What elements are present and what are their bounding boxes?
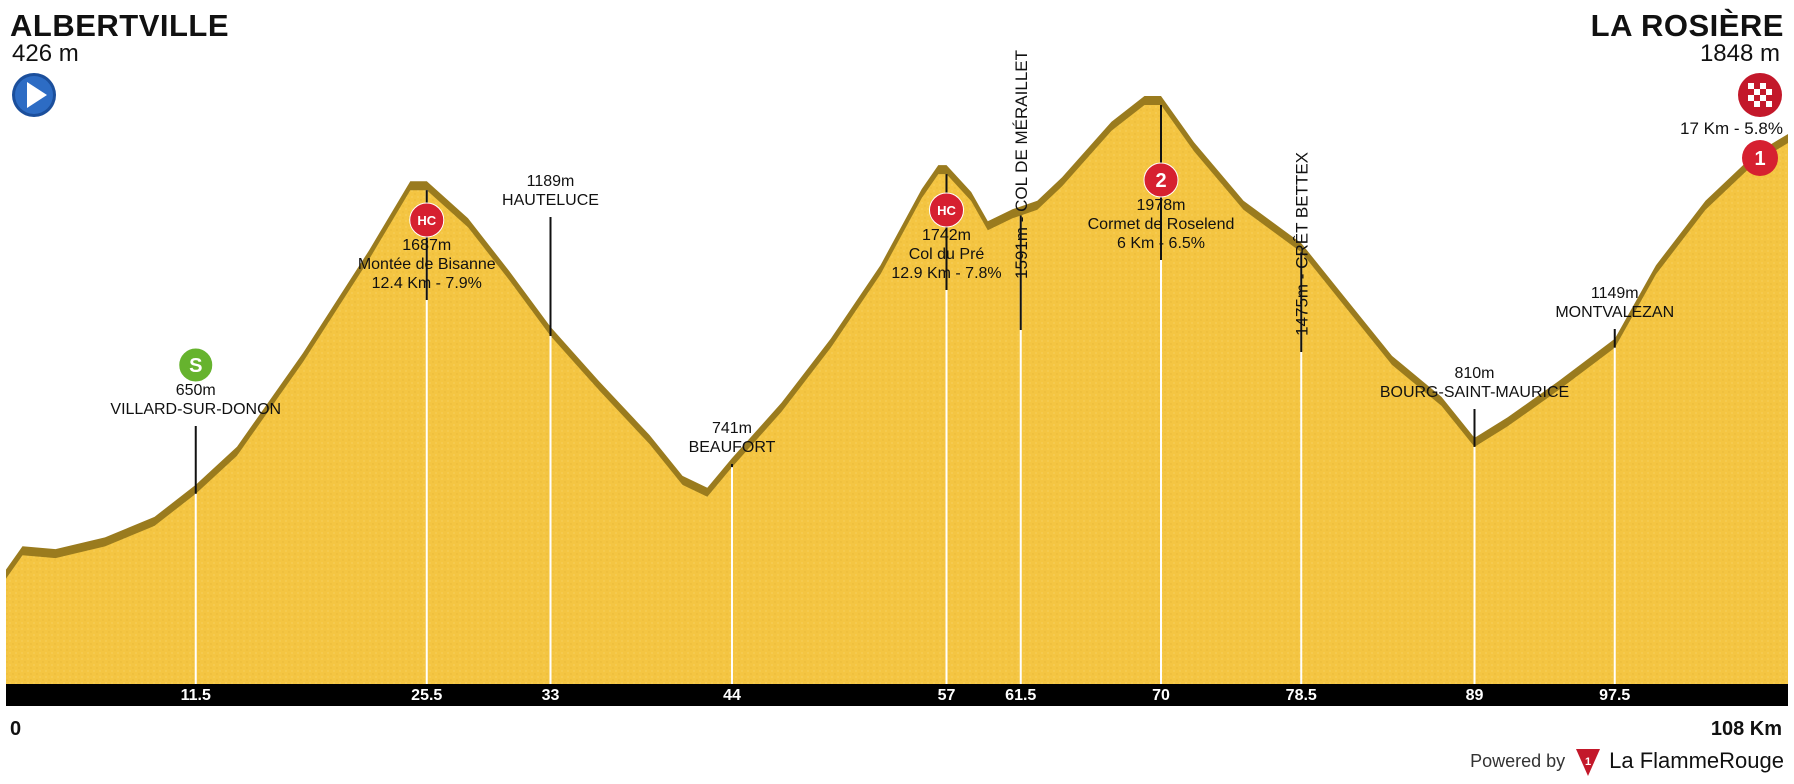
marker-altitude: 1149m (1591, 285, 1639, 302)
marker-label: 6 Km - 6.5% (1117, 235, 1205, 252)
marker-label: Montée de Bisanne (358, 256, 496, 273)
badge-label: S (189, 355, 202, 377)
marker-label: VILLARD-SUR-DONON (110, 401, 281, 418)
marker-altitude: 650m (176, 382, 216, 399)
flamme-rouge-logo-icon: 1 (1576, 749, 1600, 776)
distance-tick-label: 89 (1466, 687, 1484, 704)
finish-climb-label: 17 Km - 5.8% (1680, 119, 1783, 138)
start-town: ALBERTVILLE (10, 8, 230, 43)
marker-label: 12.9 Km - 7.8% (891, 265, 1001, 282)
distance-tick-label: 33 (542, 687, 560, 704)
start-altitude: 426 m (12, 40, 79, 67)
start-arrow-icon (12, 73, 56, 117)
marker-altitude: 1742m (922, 227, 971, 244)
powered-by-footer: Powered by La FlammeRouge (1470, 748, 1784, 774)
marker-altitude: 810m (1454, 365, 1494, 382)
distance-tick-label: 44 (723, 687, 741, 704)
marker-label: Cormet de Roselend (1088, 216, 1235, 233)
marker-altitude: 1189m (527, 173, 575, 190)
climb-badge-icon (409, 202, 445, 238)
marker-altitude: 1978m (1137, 197, 1186, 214)
climb-badge-icon (1143, 162, 1179, 198)
marker-label: MONTVALEZAN (1555, 304, 1674, 321)
distance-tick-label: 78.5 (1286, 687, 1317, 704)
powered-by-text: Powered by (1470, 750, 1566, 771)
marker-label: Col du Pré (909, 246, 985, 263)
distance-tick-label: 61.5 (1005, 687, 1036, 704)
badge-label: HC (937, 203, 956, 218)
climb-badge-icon (929, 192, 964, 228)
distance-tick-label: 70 (1152, 687, 1170, 704)
distance-start-label: 0 (10, 718, 22, 740)
marker-label: BOURG-SAINT-MAURICE (1380, 384, 1569, 401)
marker-altitude: 1687m (402, 237, 451, 254)
distance-tick-label: 25.5 (411, 687, 442, 704)
marker-vertical-label: 1591m - COL DE MÉRAILLET (1012, 50, 1031, 279)
distance-axis-bar (6, 684, 1788, 706)
distance-tick-labels: 11.5 25.5 33 44 57 61.5 70 78.5 89 97.5 (181, 687, 1631, 704)
finish-flag-icon (1738, 73, 1782, 117)
finish-climb-badge: 1 (1742, 140, 1778, 176)
marker-label: 12.4 Km - 7.9% (372, 275, 482, 292)
brand-name: La FlammeRouge (1609, 748, 1784, 773)
distance-tick-label: 97.5 (1599, 687, 1630, 704)
marker-vertical-label: 1475m - CRÊT BETTEX (1292, 152, 1311, 336)
terrain-texture (6, 105, 1788, 684)
badge-label: 2 (1155, 170, 1166, 192)
badge-label: HC (417, 213, 436, 228)
marker-altitude: 741m (712, 420, 752, 437)
distance-tick-label: 11.5 (181, 687, 211, 704)
marker-label: BEAUFORT (689, 439, 776, 456)
finish-town: LA ROSIÈRE (1590, 8, 1784, 43)
svg-text:1: 1 (1585, 756, 1591, 768)
marker-label: HAUTELUCE (502, 192, 599, 209)
sprint-badge-icon (178, 347, 214, 383)
finish-climb-category: 1 (1754, 148, 1765, 170)
distance-end-label: 108 Km (1710, 718, 1782, 740)
distance-tick-label: 57 (938, 687, 956, 704)
finish-altitude: 1848 m (1699, 40, 1780, 67)
waypoint-markers: 650m VILLARD-SUR-DONON S 1687m Montée de Bis… (110, 50, 1674, 684)
